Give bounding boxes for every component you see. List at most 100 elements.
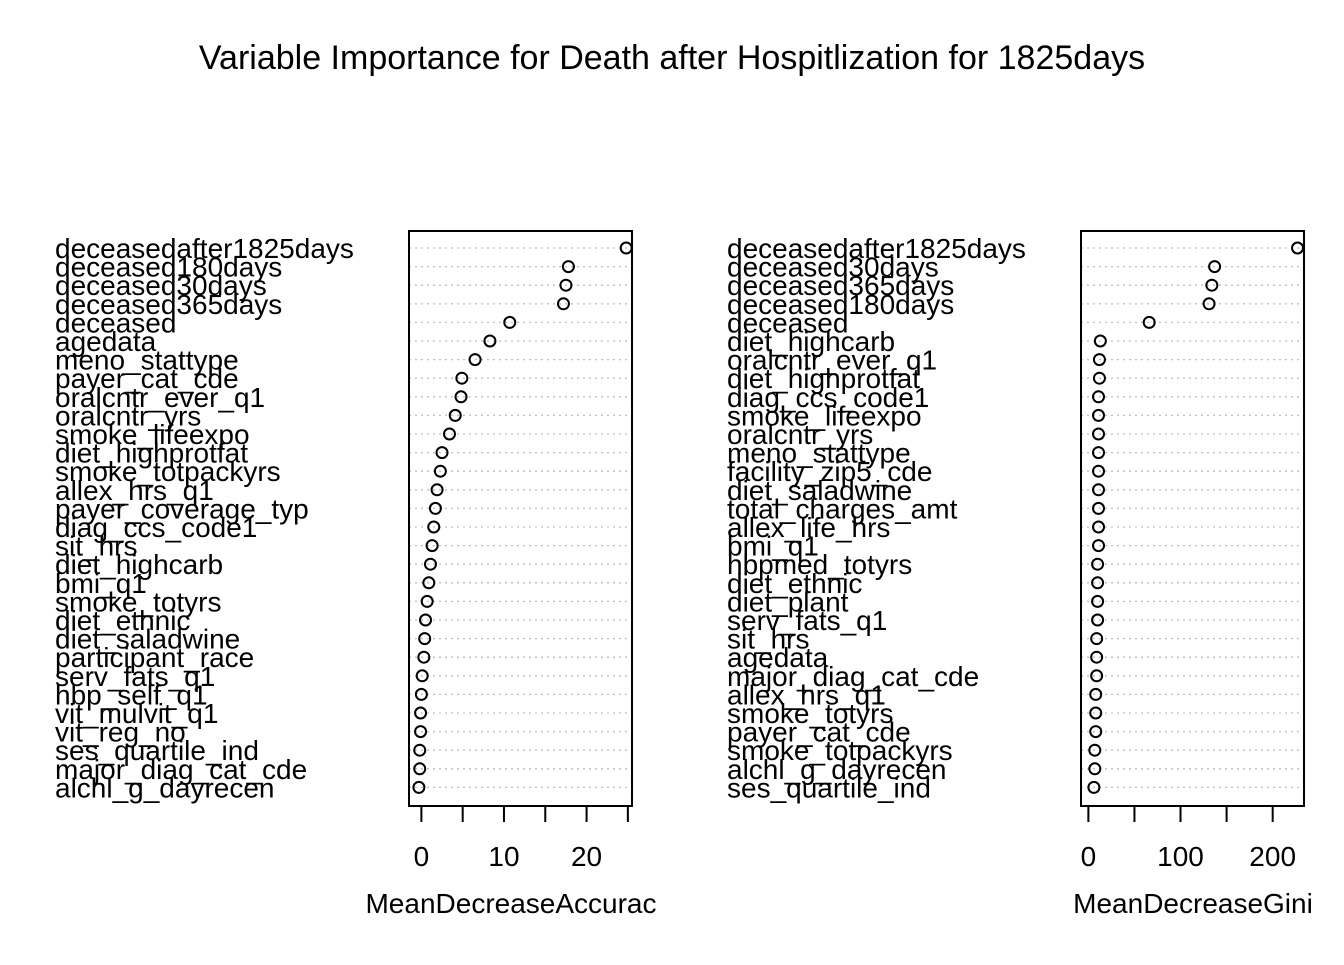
category-label: allex_hrs_q1 — [727, 679, 886, 710]
category-label: oralcntr_yrs — [55, 400, 201, 431]
category-label: alchl_g_dayrecen — [55, 772, 275, 803]
category-label: payer_cat_cde — [55, 363, 239, 394]
accuracy-panel: deceasedafter1825daysdeceased180daysdece… — [55, 230, 657, 919]
data-point — [414, 725, 428, 739]
data-point — [1142, 315, 1156, 329]
category-label: allex_hrs_q1 — [55, 475, 214, 506]
category-label: oralcntr_ever_q1 — [55, 382, 265, 413]
category-label: diet_saladwine — [55, 624, 240, 655]
category-label: ses_quartile_ind — [727, 772, 931, 803]
data-point — [420, 594, 434, 608]
category-label: payer_coverage_typ — [55, 493, 309, 524]
data-point — [1092, 464, 1106, 478]
category-label: diet_ethnic — [55, 605, 190, 636]
category-label: major_diag_cat_cde — [727, 661, 979, 692]
data-point — [1089, 725, 1103, 739]
data-point — [1091, 594, 1105, 608]
data-point — [1091, 557, 1105, 571]
data-point — [1090, 632, 1104, 646]
gini-panel: deceasedafter1825daysdeceased30daysdecea… — [727, 230, 1313, 919]
data-point — [427, 520, 441, 534]
data-point — [1092, 446, 1106, 460]
data-point — [442, 427, 456, 441]
data-point — [1092, 539, 1106, 553]
data-point — [419, 613, 433, 627]
data-point — [413, 762, 427, 776]
chart-title: Variable Importance for Death after Hosp… — [199, 39, 1145, 77]
category-label: sit_hrs — [727, 624, 809, 655]
data-point — [1205, 278, 1219, 292]
x-tick-label: 0 — [414, 841, 430, 872]
data-point — [413, 743, 427, 757]
category-label: serv_fats_q1 — [55, 661, 215, 692]
category-label: allex_life_hrs — [727, 512, 890, 543]
data-point — [1202, 297, 1216, 311]
x-tick-label: 100 — [1157, 841, 1204, 872]
plot-frame — [408, 230, 633, 807]
category-label: bmi_q1 — [727, 531, 819, 562]
category-label: deceased365days — [55, 289, 282, 320]
data-point — [417, 650, 431, 664]
category-label: deceased365days — [727, 270, 954, 301]
data-point — [1088, 743, 1102, 757]
x-axis-label: MeanDecreaseGini — [1073, 888, 1313, 919]
category-label: sit_hrs — [55, 531, 137, 562]
data-point — [1091, 576, 1105, 590]
category-label: major_diag_cat_cde — [55, 754, 307, 785]
data-point — [1091, 613, 1105, 627]
x-axis-label: MeanDecreaseAccurac — [365, 888, 656, 919]
category-label: hbpmed_totyrs — [727, 549, 912, 580]
category-label: diet_highprotfat — [727, 363, 920, 394]
category-label: oralcntr_ever_q1 — [727, 345, 937, 376]
category-label: diet_highcarb — [727, 326, 895, 357]
category-label: smoke_totpackyrs — [727, 735, 953, 766]
category-label: oralcntr_yrs — [727, 419, 873, 450]
data-point — [1090, 650, 1104, 664]
category-label: diag_ccs_code1 — [55, 512, 257, 543]
category-label: deceased180days — [55, 252, 282, 283]
data-point — [412, 780, 426, 794]
category-label: hbp_self_q1 — [55, 679, 208, 710]
category-label: participant_race — [55, 642, 254, 673]
data-point — [1089, 687, 1103, 701]
data-point — [1092, 353, 1106, 367]
category-label: smoke_lifeexpo — [55, 419, 250, 450]
category-label: meno_stattype — [727, 438, 911, 469]
data-point — [455, 371, 469, 385]
data-point — [468, 353, 482, 367]
category-label: diet_saladwine — [727, 475, 912, 506]
category-label: deceased30days — [727, 252, 939, 283]
x-tick-label: 10 — [488, 841, 519, 872]
data-point — [1092, 520, 1106, 534]
data-point — [1092, 427, 1106, 441]
data-point — [556, 297, 570, 311]
category-label: meno_stattype — [55, 345, 239, 376]
data-point — [1092, 483, 1106, 497]
category-label: smoke_totpackyrs — [55, 456, 281, 487]
data-point — [423, 557, 437, 571]
data-point — [503, 315, 517, 329]
category-label: ses_quartile_ind — [55, 735, 259, 766]
x-tick-label: 200 — [1249, 841, 1296, 872]
data-point — [414, 687, 428, 701]
data-point — [425, 539, 439, 553]
data-point — [448, 408, 462, 422]
category-label: diag_ccs_code1 — [727, 382, 929, 413]
category-label: total_charges_amt — [727, 493, 958, 524]
data-point — [415, 669, 429, 683]
category-label: agedata — [727, 642, 829, 673]
category-label: alchl_g_dayrecen — [727, 754, 947, 785]
data-point — [1087, 780, 1101, 794]
data-point — [1088, 762, 1102, 776]
data-point — [1092, 371, 1106, 385]
data-point — [1089, 706, 1103, 720]
category-label: serv_fats_q1 — [727, 605, 887, 636]
category-label: diet_highprotfat — [55, 438, 248, 469]
data-point — [422, 576, 436, 590]
category-label: deceased — [55, 307, 176, 338]
category-label: smoke_totyrs — [55, 586, 222, 617]
data-point — [483, 334, 497, 348]
x-tick-label: 20 — [571, 841, 602, 872]
data-point — [433, 464, 447, 478]
